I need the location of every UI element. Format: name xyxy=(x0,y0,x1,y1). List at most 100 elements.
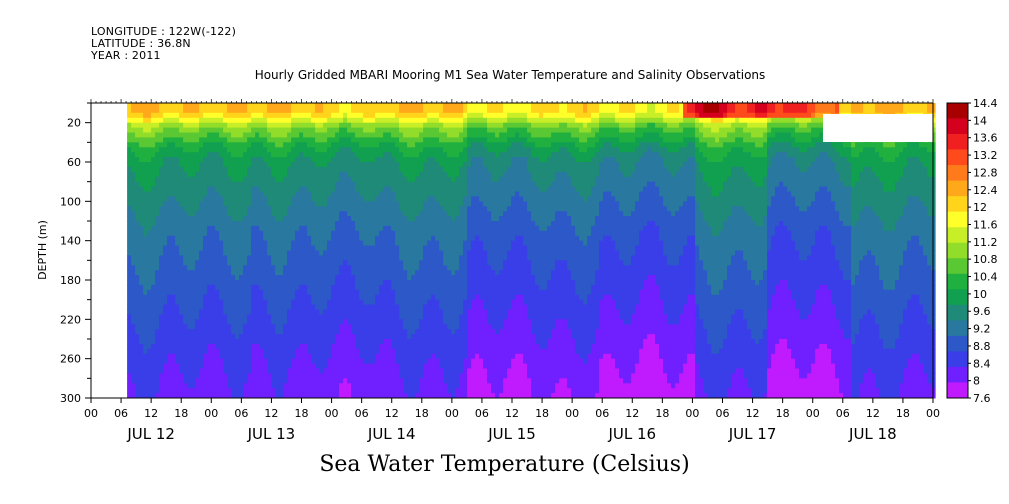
heatmap-cell xyxy=(147,334,152,340)
heatmap-cell xyxy=(419,324,424,330)
heatmap-cell xyxy=(339,265,344,271)
heatmap-cell xyxy=(259,132,264,138)
heatmap-cell xyxy=(243,348,248,355)
heatmap-cell xyxy=(127,157,132,163)
heatmap-cell xyxy=(263,275,268,281)
heatmap-cell xyxy=(175,112,180,119)
heatmap-cell xyxy=(219,383,224,389)
heatmap-cell xyxy=(379,206,384,212)
heatmap-cell xyxy=(399,309,404,315)
heatmap-cell xyxy=(419,166,424,173)
heatmap-cell xyxy=(175,186,180,192)
heatmap-cell xyxy=(151,166,156,173)
heatmap-cell xyxy=(215,225,220,232)
heatmap-cell xyxy=(359,289,364,296)
heatmap-cell xyxy=(387,152,392,158)
heatmap-cell xyxy=(391,299,396,306)
heatmap-cell xyxy=(127,132,132,138)
heatmap-cell xyxy=(171,314,176,320)
heatmap-cell xyxy=(347,216,352,222)
heatmap-cell xyxy=(323,314,328,320)
heatmap-cell xyxy=(139,343,144,350)
heatmap-cell xyxy=(319,343,324,350)
heatmap-cell xyxy=(443,280,448,286)
heatmap-cell xyxy=(127,309,132,315)
heatmap-cell xyxy=(415,275,420,281)
heatmap-cell xyxy=(363,196,368,202)
heatmap-cell xyxy=(311,373,316,379)
heatmap-cell xyxy=(247,240,252,247)
heatmap-cell xyxy=(455,181,460,188)
heatmap-cell xyxy=(395,304,400,310)
heatmap-cell xyxy=(315,260,320,266)
heatmap-cell xyxy=(311,103,316,109)
heatmap-cell xyxy=(183,235,188,242)
heatmap-cell xyxy=(295,324,300,330)
heatmap-cell xyxy=(267,270,272,276)
heatmap-cell xyxy=(191,103,196,109)
heatmap-cell xyxy=(287,186,292,192)
heatmap-cell xyxy=(339,314,344,320)
heatmap-cell xyxy=(279,147,284,153)
heatmap-cell xyxy=(447,112,452,119)
heatmap-cell xyxy=(327,299,332,306)
heatmap-cell xyxy=(287,275,292,281)
heatmap-cell xyxy=(331,112,336,119)
heatmap-cell xyxy=(231,250,236,256)
heatmap-cell xyxy=(295,142,300,148)
heatmap-cell xyxy=(151,270,156,276)
heatmap-cell xyxy=(371,275,376,281)
heatmap-cell xyxy=(171,309,176,315)
heatmap-cell xyxy=(259,324,264,330)
heatmap-cell xyxy=(139,186,144,192)
heatmap-cell xyxy=(347,304,352,310)
heatmap-cell xyxy=(139,304,144,310)
heatmap-cell xyxy=(203,117,208,124)
heatmap-cell xyxy=(323,339,328,345)
heatmap-cell xyxy=(359,299,364,306)
heatmap-cell xyxy=(195,196,200,202)
heatmap-cell xyxy=(151,343,156,350)
heatmap-cell xyxy=(259,211,264,217)
heatmap-cell xyxy=(351,319,356,325)
heatmap-cell xyxy=(275,348,280,355)
heatmap-cell xyxy=(163,368,168,374)
heatmap-cell xyxy=(263,265,268,271)
heatmap-cell xyxy=(391,181,396,188)
heatmap-cell xyxy=(247,221,252,227)
heatmap-cell xyxy=(347,221,352,227)
heatmap-cell xyxy=(247,309,252,315)
heatmap-cell xyxy=(403,255,408,261)
heatmap-cell xyxy=(427,107,432,114)
heatmap-cell xyxy=(251,280,256,286)
heatmap-cell xyxy=(179,388,184,394)
heatmap-cell xyxy=(275,112,280,119)
heatmap-cell xyxy=(335,186,340,192)
heatmap-cell xyxy=(151,221,156,227)
heatmap-cell xyxy=(415,393,420,399)
heatmap-cell xyxy=(367,162,372,168)
heatmap-cell xyxy=(443,147,448,153)
heatmap-cell xyxy=(143,260,148,266)
heatmap-cell xyxy=(239,107,244,114)
heatmap-cell xyxy=(235,358,240,365)
heatmap-cell xyxy=(319,353,324,360)
heatmap-cell xyxy=(139,339,144,345)
heatmap-cell xyxy=(375,319,380,325)
heatmap-cell xyxy=(147,112,152,119)
heatmap-cell xyxy=(379,181,384,188)
heatmap-cell xyxy=(155,299,160,306)
heatmap-cell xyxy=(455,348,460,355)
heatmap-cell xyxy=(367,127,372,133)
heatmap-cell xyxy=(159,230,164,237)
heatmap-cell xyxy=(335,127,340,133)
heatmap-cell xyxy=(243,270,248,276)
heatmap-cell xyxy=(279,383,284,389)
heatmap-cell xyxy=(395,122,400,129)
heatmap-cell xyxy=(271,284,276,291)
heatmap-cell xyxy=(367,240,372,247)
heatmap-cell xyxy=(327,152,332,158)
heatmap-cell xyxy=(175,363,180,369)
heatmap-cell xyxy=(259,265,264,271)
heatmap-cell xyxy=(215,171,220,178)
